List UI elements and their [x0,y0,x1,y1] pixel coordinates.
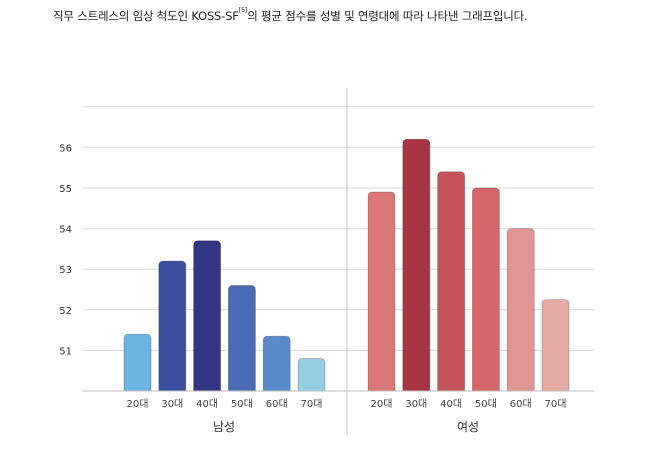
y-tick-label: 56 [59,143,72,154]
baseline-mask [366,391,575,398]
caption-text-end: 의 평균 점수를 성별 및 연령대에 따라 나타낸 그래프입니다. [247,9,528,23]
x-tick-label: 70대 [545,398,567,410]
y-tick-label: 52 [59,306,72,317]
chart-caption: 직무 스트레스의 임상 척도인 KOSS-SF[5]의 평균 점수를 성별 및 … [53,6,528,24]
bar [367,191,396,396]
bar [541,299,570,396]
bar [506,228,535,396]
x-tick-label: 50대 [231,398,253,410]
x-tick-label: 60대 [266,398,288,410]
y-tick-label: 51 [59,346,72,357]
bar [227,285,256,396]
x-tick-label: 40대 [196,398,218,410]
x-tick-label: 60대 [510,398,532,410]
x-tick-label: 40대 [440,398,462,410]
bar [471,187,500,396]
group-label: 여성 [457,420,479,434]
bar [437,171,466,396]
bar [123,333,152,396]
bar [297,358,326,396]
x-tick-label: 20대 [371,398,393,410]
x-tick-label: 30대 [161,398,183,410]
x-tick-label: 50대 [475,398,497,410]
bar [158,260,187,396]
x-tick-label: 20대 [127,398,149,410]
x-tick-label: 70대 [301,398,323,410]
baseline-mask [122,391,331,398]
bar [193,240,222,396]
x-tick-label: 30대 [405,398,427,410]
bar [262,335,291,396]
bar [402,138,431,396]
y-tick-label: 55 [59,184,72,195]
y-tick-label: 53 [59,265,72,276]
y-tick-label: 54 [59,225,72,236]
caption-text: 직무 스트레스의 임상 척도인 KOSS-SF [53,9,239,23]
footnote-ref[interactable]: [5] [238,6,248,14]
group-label: 남성 [213,420,235,434]
